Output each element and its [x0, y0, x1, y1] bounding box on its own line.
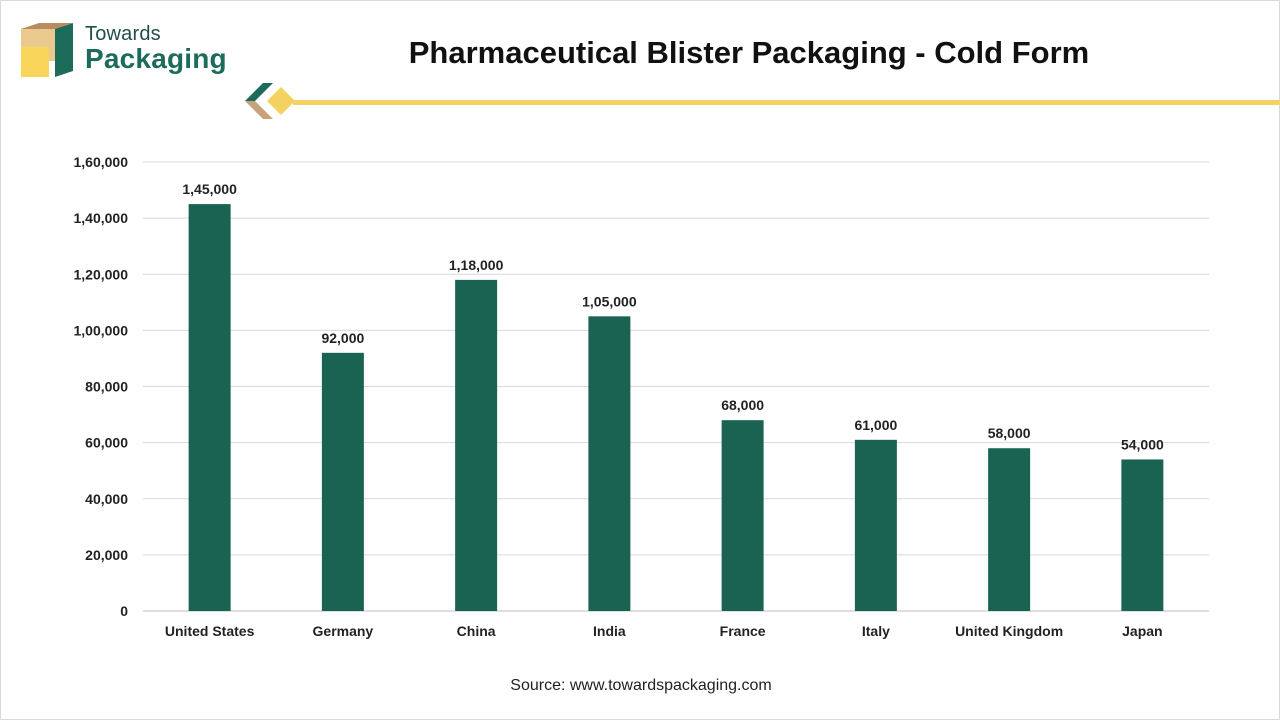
data-label: 92,000	[321, 330, 364, 346]
x-tick-label: United States	[165, 623, 255, 639]
box-logo-icon	[21, 23, 73, 77]
x-tick-label: Germany	[313, 623, 374, 639]
data-label: 1,45,000	[182, 181, 237, 197]
bar	[988, 448, 1031, 611]
bar	[721, 420, 764, 611]
data-label: 1,18,000	[449, 257, 504, 273]
y-tick-label: 60,000	[85, 435, 128, 451]
y-tick-label: 1,40,000	[74, 210, 129, 226]
data-label: 68,000	[721, 397, 764, 413]
bar	[1121, 459, 1164, 611]
source-note: Source: www.towardspackaging.com	[510, 677, 772, 694]
x-tick-label: China	[457, 623, 496, 639]
y-tick-label: 0	[120, 603, 128, 619]
data-label: 61,000	[854, 417, 897, 433]
y-tick-label: 1,00,000	[74, 322, 129, 338]
y-tick-label: 80,000	[85, 379, 128, 395]
x-tick-label: Japan	[1122, 623, 1162, 639]
x-tick-label: United Kingdom	[955, 623, 1063, 639]
data-label: 58,000	[988, 425, 1031, 441]
brand-name-top: Towards	[85, 23, 161, 45]
towards-packaging-logo: Towards Packaging	[17, 21, 237, 83]
bar	[455, 279, 498, 611]
diamond-divider-icon	[245, 83, 295, 119]
bar	[321, 352, 364, 611]
bar	[588, 316, 631, 611]
header-divider-line	[293, 100, 1280, 105]
data-label: 1,05,000	[582, 293, 637, 309]
x-tick-label: Italy	[862, 623, 890, 639]
bar	[188, 204, 231, 611]
data-label: 54,000	[1121, 436, 1164, 452]
x-tick-label: India	[593, 623, 626, 639]
y-tick-label: 1,20,000	[74, 266, 129, 282]
chart-title: Pharmaceutical Blister Packaging - Cold …	[408, 35, 1090, 70]
y-tick-label: 40,000	[85, 491, 128, 507]
bar	[854, 439, 897, 611]
y-tick-label: 20,000	[85, 547, 128, 563]
y-tick-label: 1,60,000	[74, 154, 129, 170]
brand-name-bottom: Packaging	[85, 43, 227, 74]
x-tick-label: France	[720, 623, 766, 639]
